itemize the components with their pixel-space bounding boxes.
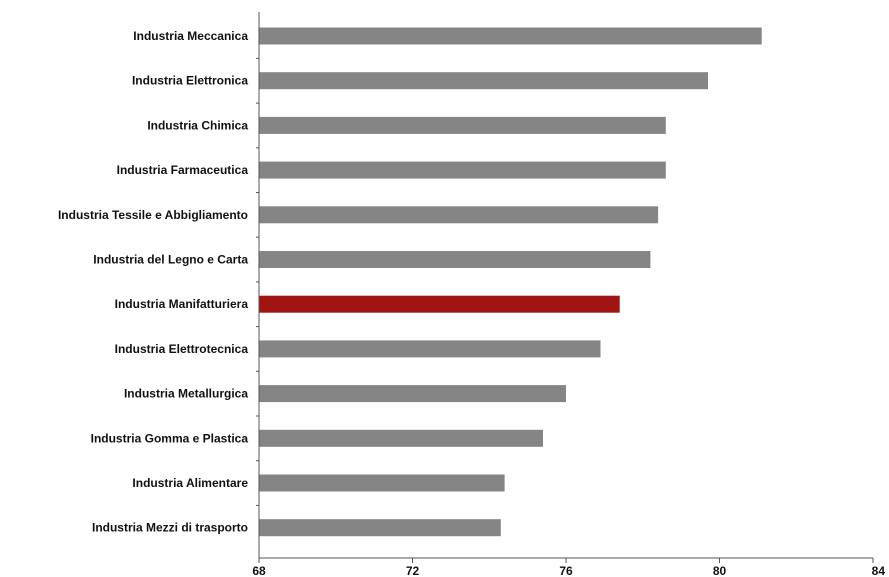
category-label: Industria Metallurgica bbox=[124, 387, 248, 401]
bar-industria-farmaceutica bbox=[259, 161, 666, 179]
category-label: Industria Manifatturiera bbox=[115, 297, 249, 311]
category-labels: Industria Meccanica Industria Elettronica… bbox=[58, 29, 248, 535]
x-tick-labels: 68 72 76 80 84 bbox=[252, 564, 885, 577]
category-label: Industria Farmaceutica bbox=[117, 163, 249, 177]
category-label: Industria Tessile e Abbigliamento bbox=[58, 208, 248, 222]
bar-industria-metallurgica bbox=[259, 385, 566, 403]
x-tick-label: 80 bbox=[713, 564, 727, 577]
category-label: Industria Meccanica bbox=[133, 29, 248, 43]
bar-industria-tessile-e-abbigliamento bbox=[259, 206, 659, 224]
bar-industria-del-legno-e-carta bbox=[259, 251, 651, 268]
category-label: Industria Elettrotecnica bbox=[115, 342, 249, 356]
bar-industria-meccanica bbox=[259, 27, 762, 45]
bar-industria-alimentare bbox=[259, 474, 505, 492]
x-tick-label: 84 bbox=[872, 564, 886, 577]
bar-industria-gomma-e-plastica bbox=[259, 429, 543, 447]
category-label: Industria del Legno e Carta bbox=[93, 253, 248, 267]
bar-industria-manifatturiera bbox=[259, 295, 620, 313]
x-tick-label: 76 bbox=[559, 564, 573, 577]
category-label: Industria Chimica bbox=[147, 118, 248, 132]
category-label: Industria Gomma e Plastica bbox=[91, 431, 249, 445]
category-label: Industria Alimentare bbox=[132, 476, 248, 490]
bar-industria-mezzi-di-trasporto bbox=[259, 519, 501, 537]
category-label: Industria Mezzi di trasporto bbox=[92, 521, 248, 535]
bar-industria-chimica bbox=[259, 116, 666, 134]
axes bbox=[256, 12, 874, 563]
bar-industria-elettronica bbox=[259, 72, 708, 90]
x-tick-label: 68 bbox=[252, 564, 266, 577]
category-label: Industria Elettronica bbox=[132, 74, 248, 88]
x-tick-label: 72 bbox=[406, 564, 420, 577]
bars bbox=[259, 27, 762, 537]
bar-industria-elettrotecnica bbox=[259, 340, 601, 358]
